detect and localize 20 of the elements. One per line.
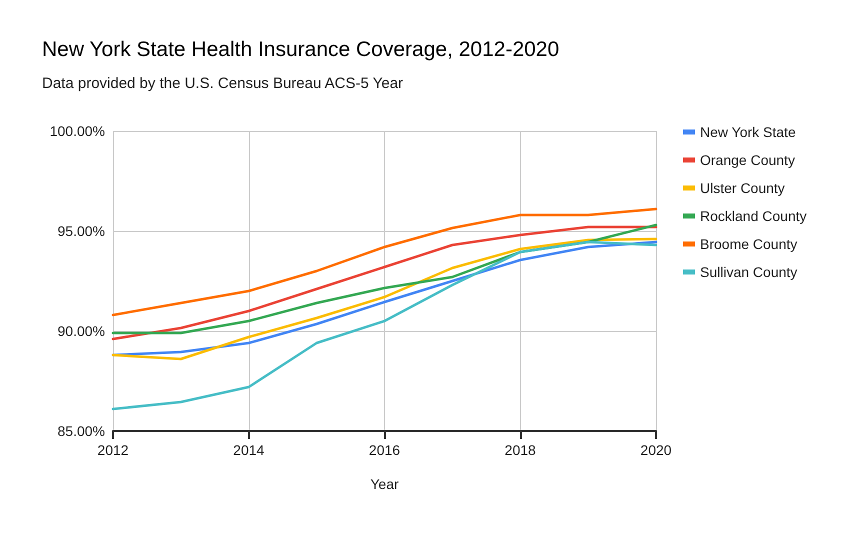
legend-label: Orange County [700,152,795,168]
x-axis-title: Year [370,476,399,492]
legend-label: Ulster County [700,180,785,196]
x-tick-label: 2014 [233,442,265,458]
legend-label: New York State [700,124,796,140]
legend-label: Broome County [700,236,798,252]
line-series [112,208,658,316]
line-series [112,240,658,410]
legend-label: Sullivan County [700,264,798,280]
y-tick-label: 90.00% [58,323,105,339]
chart-title: New York State Health Insurance Coverage, 2012-2020 [42,38,560,61]
y-tick-label: 85.00% [58,423,105,439]
y-tick-label: 95.00% [58,223,105,239]
chart-subtitle: Data provided by the U.S. Census Bureau ACS-5 Year [42,75,404,92]
x-tick-label: 2018 [504,442,536,458]
x-tick-label: 2020 [640,442,672,458]
x-tick-label: 2016 [368,442,400,458]
x-tick-label: 2012 [97,442,129,458]
legend-label: Rockland County [700,208,807,224]
y-tick-label: 100.00% [50,123,105,139]
